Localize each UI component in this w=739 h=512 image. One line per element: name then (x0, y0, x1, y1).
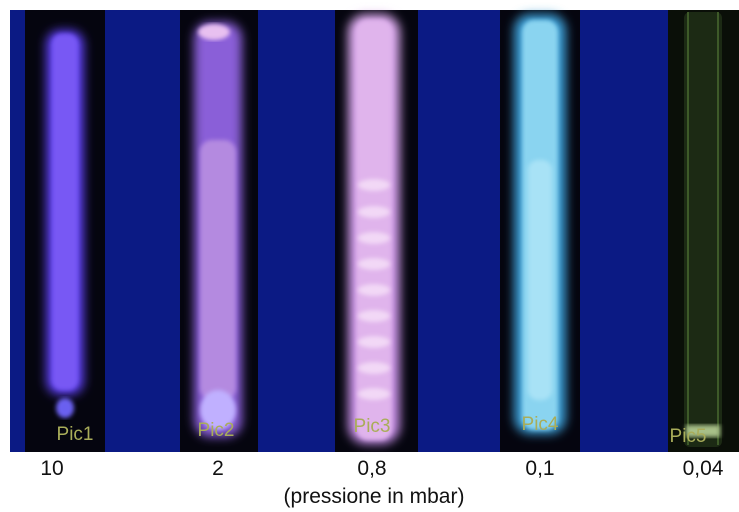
tube-5 (684, 12, 722, 447)
pressure-label: 0,8 (357, 457, 386, 480)
tube-label: Pic4 (522, 414, 559, 435)
tube-label: Pic1 (57, 424, 94, 445)
pressure-label: 2 (212, 457, 224, 480)
tube-3 (348, 14, 400, 444)
tube-label: Pic2 (198, 420, 235, 441)
tube-label: Pic3 (354, 416, 391, 437)
tube-4 (514, 14, 566, 434)
tube-1 (46, 30, 84, 418)
tube-2 (194, 22, 242, 437)
pressure-label: 10 (40, 457, 63, 480)
caption: (pressione in mbar) (284, 485, 465, 508)
pressure-label: 0,1 (525, 457, 554, 480)
pressure-label: 0,04 (683, 457, 724, 480)
tube-label: Pic5 (670, 426, 707, 447)
